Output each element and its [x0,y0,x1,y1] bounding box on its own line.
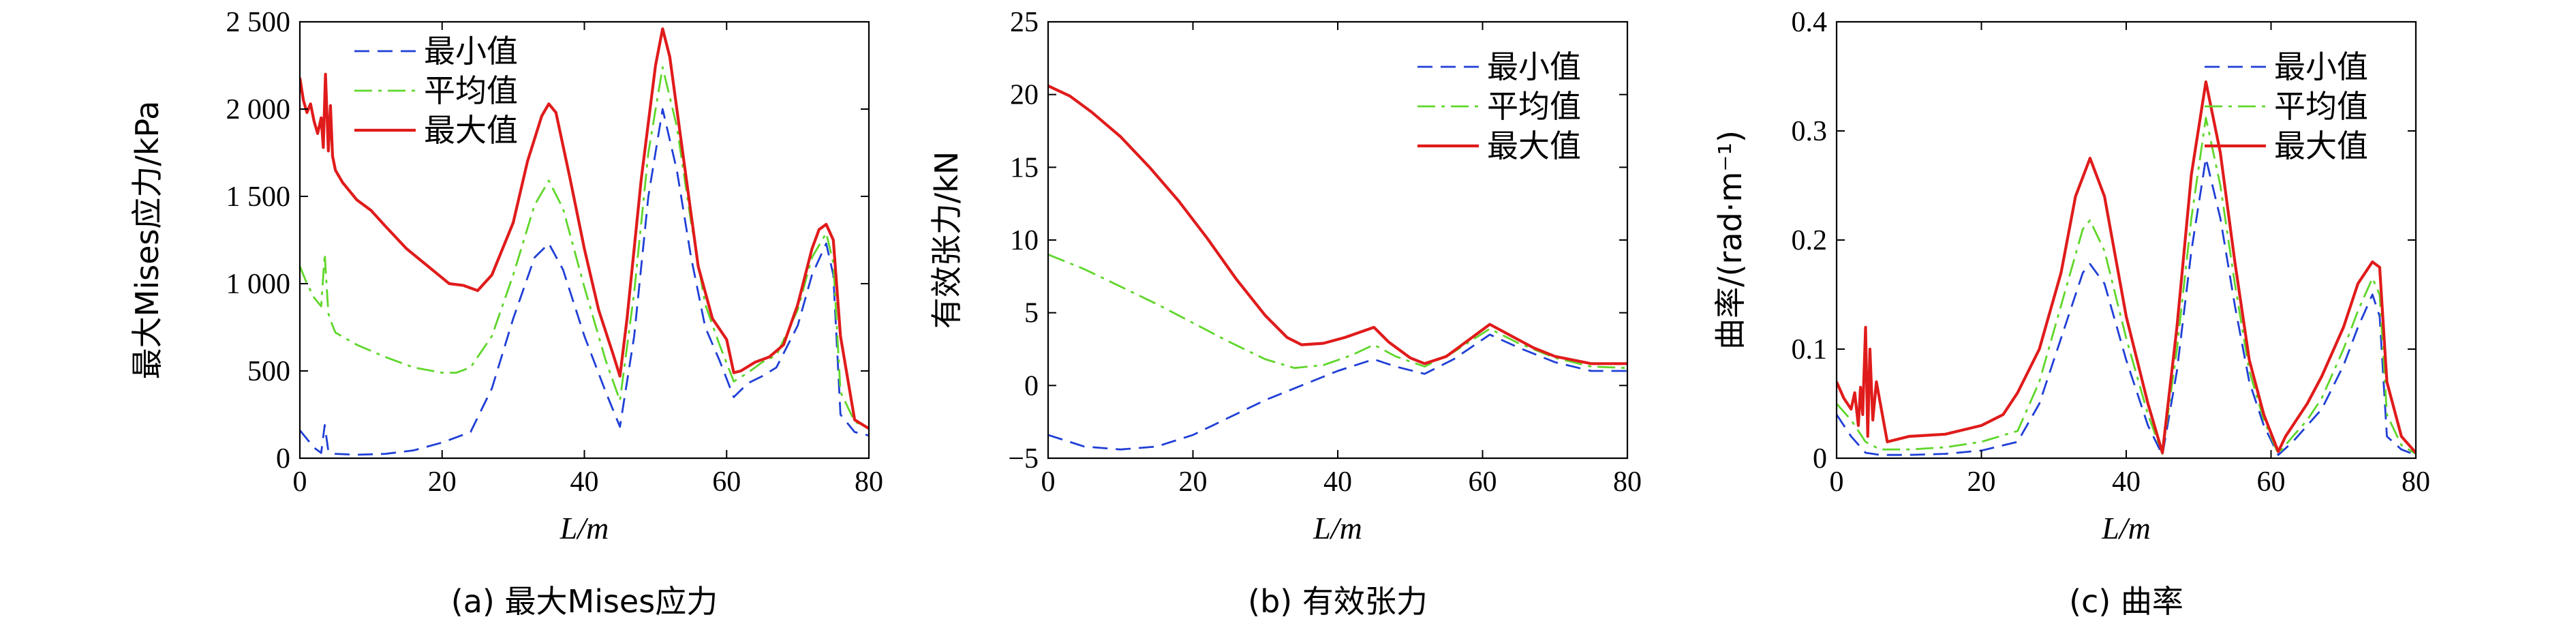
y-tick-label: 20 [1010,80,1039,111]
plot-frame [1047,20,1629,460]
y-tick-label: 0.3 [1792,116,1828,147]
x-axis-label: L/m [2101,511,2151,545]
chart-caption: (a) 最大Mises应力 [451,583,718,620]
series-group [1048,84,1627,451]
legend-label-min: 最小值 [424,33,518,70]
series-line-min [1837,157,2416,456]
y-tick-label: 0 [1024,370,1039,402]
series-line-max [1048,84,1627,365]
chart-caption: (b) 有效张力 [1248,583,1428,620]
legend-label-max: 最大值 [1487,128,1581,164]
chart-panel-1: 0 20 40 60 80 0 500 1 000 1 500 2 000 2 500 L/m 最大Mi… [129,7,883,620]
y-tick-label: 0 [276,443,290,475]
legend-label-min: 最小值 [2274,48,2368,85]
y-tick-label: 2 000 [226,94,291,125]
y-tick-label: 15 [1010,152,1039,183]
x-tick-label: 80 [855,466,883,498]
x-tick-label: 40 [570,466,599,498]
y-tick-label: 500 [247,356,290,387]
y-tick-label: 0 [1813,443,1827,475]
series-line-min [300,108,869,456]
y-tick-label: 0.4 [1792,7,1828,38]
y-tick-label: −5 [1008,443,1039,475]
y-axis-label: 最大Mises应力/kPa [129,101,166,380]
x-tick-label: 20 [1967,466,1996,498]
y-tick-label: 1 000 [226,269,291,300]
x-tick-label: 0 [1830,466,1844,498]
series-line-max [1837,80,2416,455]
series-line-avg [1837,117,2416,455]
chart-panel-3: 0 20 40 60 80 0 0.1 0.2 0.3 0.4 L/m 曲率/(rad·m⁻¹) (c)… [1712,7,2430,620]
x-axis-label: L/m [1313,511,1362,545]
y-tick-label: 1 500 [226,181,291,213]
y-tick-label: 0.1 [1792,334,1828,365]
chart-caption: (c) 曲率 [2069,583,2183,620]
x-tick-label: 80 [1613,466,1642,498]
series-line-avg [300,66,869,430]
x-tick-label: 40 [1323,466,1352,498]
x-tick-label: 0 [1041,466,1056,498]
x-tick-label: 20 [428,466,457,498]
x-axis-label: L/m [559,511,609,545]
y-tick-label: 25 [1010,7,1039,38]
y-tick-label: 0.2 [1792,225,1828,256]
series-group [1837,80,2416,456]
y-tick-label: 5 [1024,298,1039,329]
x-tick-label: 60 [1469,466,1497,498]
legend-label-max: 最大值 [2274,128,2368,164]
x-tick-label: 40 [2112,466,2141,498]
x-tick-label: 80 [2402,466,2430,498]
legend-label-min: 最小值 [1487,48,1581,85]
y-axis-label: 有效张力/kN [928,151,965,329]
legend-label-avg: 平均值 [424,72,518,109]
x-tick-label: 60 [712,466,741,498]
y-tick-label: 2 500 [226,7,291,38]
legend-label-max: 最大值 [424,112,518,149]
x-tick-label: 0 [293,466,307,498]
legend-label-avg: 平均值 [1487,88,1581,125]
x-tick-label: 60 [2257,466,2286,498]
plot-frame [298,20,870,460]
y-tick-label: 10 [1010,225,1039,256]
series-line-min [1048,333,1627,451]
y-axis-label: 曲率/(rad·m⁻¹) [1712,130,1749,350]
x-tick-label: 20 [1179,466,1208,498]
series-line-avg [1048,254,1627,370]
series-group [300,27,869,456]
series-line-max [300,27,869,430]
legend-label-avg: 平均值 [2274,88,2368,125]
